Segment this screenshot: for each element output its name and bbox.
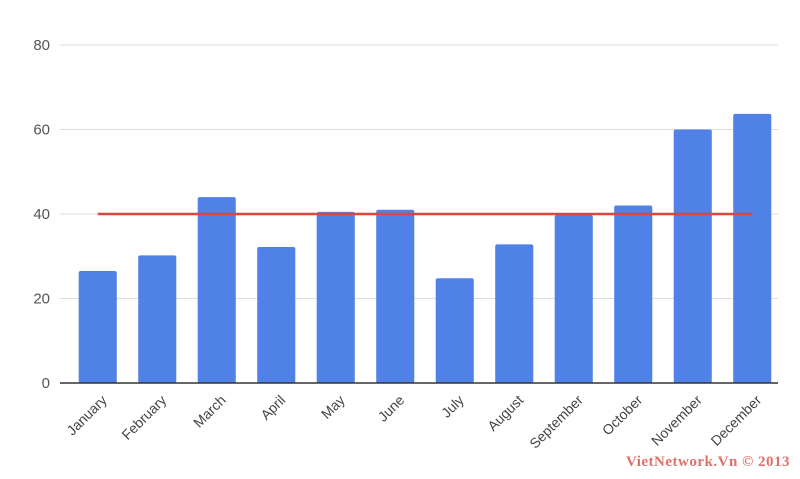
watermark: VietNetwork.Vn © 2013 [625,454,790,470]
x-tick-label: December [707,392,764,449]
y-tick-label: 80 [33,37,50,54]
y-tick-label: 40 [33,206,50,223]
x-tick-label: January [63,392,110,439]
x-tick-label: November [648,392,705,449]
y-tick-label: 0 [42,375,50,392]
x-axis-ticks: January February March April May June July Augu… [63,392,764,452]
bar-march [197,197,236,383]
x-tick-label: April [257,392,288,423]
x-tick-label: February [118,392,169,443]
bar-january [78,271,117,383]
bars [78,113,772,384]
bar-december [733,113,772,384]
y-axis-ticks: 0 20 40 60 80 [33,37,50,392]
x-tick-label: August [484,392,526,434]
x-tick-label: September [526,392,586,452]
x-tick-label: July [438,392,467,421]
x-tick-label: June [375,392,408,425]
bar-february [138,255,177,383]
x-tick-label: October [599,392,646,439]
y-tick-label: 60 [33,122,50,139]
bar-november [673,129,712,383]
bar-may [316,211,355,383]
bar-july [435,278,474,383]
bar-october [614,205,653,383]
bar-april [257,246,296,383]
bar-september [554,214,593,383]
bar-june [376,209,415,383]
x-tick-label: May [318,392,348,422]
y-tick-label: 20 [33,291,50,308]
x-tick-label: March [190,392,229,431]
bar-august [495,244,534,383]
